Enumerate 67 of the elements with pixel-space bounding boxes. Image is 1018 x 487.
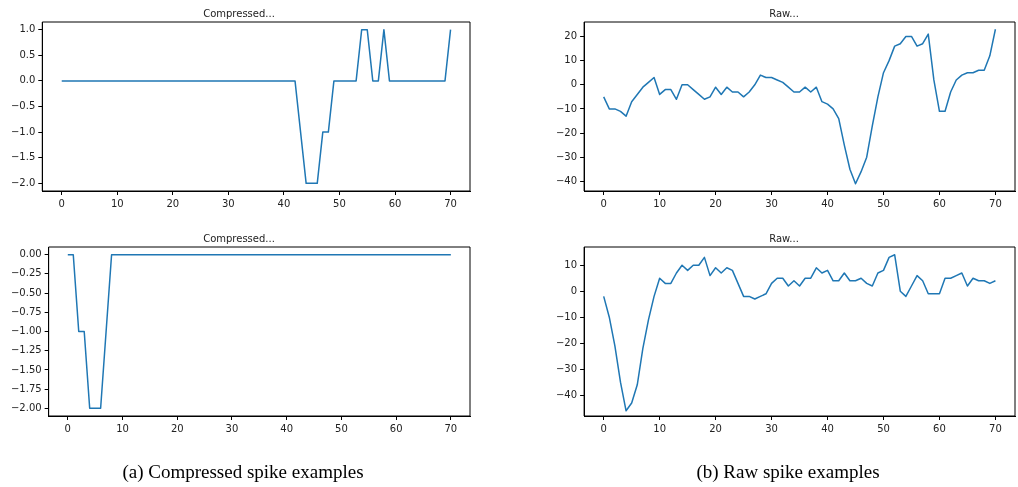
y-tick-label: −20 [555,126,578,138]
x-tick-label: 20 [166,197,180,209]
x-tick-label: 0 [600,422,607,434]
text: (a) Compressed spike examples [121,461,365,483]
x-tick-label: 40 [821,197,834,209]
x-tick-label: 20 [170,422,184,434]
y-tick-label: −1.0 [10,125,36,137]
y-tick-label: −30 [555,362,578,374]
y-tick-label: −1.25 [10,344,42,356]
x-tick-label: 30 [225,422,239,434]
x-tick-label: 50 [877,422,890,434]
x-tick-label: 10 [116,422,129,434]
y-tick-label: 0 [570,284,578,296]
y-tick-label: 0 [570,78,578,90]
x-tick-label: 10 [653,422,667,434]
y-tick-label: −40 [555,388,578,400]
y-tick-label: 20 [564,30,578,42]
x-tick-label: 40 [280,422,294,434]
y-tick-label: −1.75 [10,382,42,394]
text: (b) Raw spike examples [695,461,881,483]
x-tick-label: 50 [335,422,348,434]
x-tick-label: 50 [333,197,346,209]
x-tick-label: 0 [58,197,65,209]
x-tick-label: 40 [821,422,834,434]
chart-title: Compressed... [203,7,275,19]
y-tick-label: −2.0 [10,176,36,188]
x-tick-label: 70 [444,422,458,434]
x-tick-label: 30 [222,197,235,209]
y-tick-label: −40 [555,174,578,186]
x-tick-label: 30 [765,422,778,434]
x-tick-label: 20 [709,422,722,434]
chart-title: Raw... [769,7,799,19]
x-tick-label: 70 [989,422,1002,434]
x-tick-label: 30 [765,197,778,209]
y-tick-label: −0.50 [10,286,42,298]
x-tick-label: 60 [388,197,402,209]
y-tick-label: −1.5 [10,151,36,163]
y-tick-label: −0.5 [10,100,36,112]
y-tick-label: −1.50 [10,363,42,375]
x-tick-label: 0 [64,422,71,434]
y-tick-label: −1.00 [10,325,42,337]
y-tick-label: 1.0 [19,23,36,35]
chart-title: Compressed... [203,232,275,244]
y-tick-label: 0.0 [19,74,36,86]
x-tick-label: 40 [277,197,291,209]
y-tick-label: 10 [564,258,578,270]
y-tick-label: −0.75 [10,305,42,317]
y-tick-label: −10 [555,310,578,322]
x-tick-label: 70 [989,197,1002,209]
y-tick-label: −10 [555,102,578,114]
y-tick-label: −20 [555,336,578,348]
x-tick-label: 60 [933,422,946,434]
x-tick-label: 20 [709,197,722,209]
y-tick-label: −30 [555,150,578,162]
y-tick-label: 0.00 [19,248,42,260]
x-tick-label: 70 [444,197,457,209]
x-tick-label: 60 [389,422,403,434]
x-tick-label: 60 [933,197,946,209]
x-tick-label: 10 [653,197,667,209]
chart-title: Raw... [769,232,799,244]
y-tick-label: −2.00 [10,401,42,413]
y-tick-label: 0.5 [19,48,36,60]
x-tick-label: 50 [877,197,890,209]
x-tick-label: 0 [600,197,607,209]
y-tick-label: 10 [564,54,578,66]
x-tick-label: 10 [110,197,124,209]
y-tick-label: −0.25 [10,267,42,279]
